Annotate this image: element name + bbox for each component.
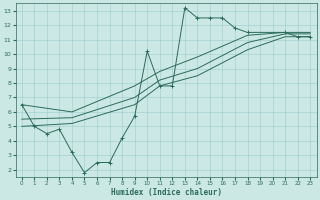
X-axis label: Humidex (Indice chaleur): Humidex (Indice chaleur) [110, 188, 221, 197]
